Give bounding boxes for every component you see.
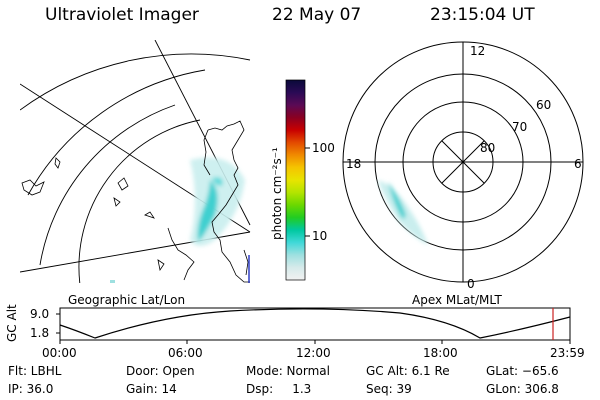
- meta-glon: GLon: 306.8: [486, 382, 559, 396]
- time-label: 23:15:04 UT: [430, 5, 535, 25]
- polar-diag: [441, 140, 485, 184]
- mlt-label-18: 18: [346, 157, 362, 171]
- colorbar-unit-label: photon cm⁻²s⁻¹: [270, 147, 284, 240]
- xtick-0600: 06:00: [168, 346, 203, 360]
- meta-glat: GLat: −65.6: [486, 364, 559, 378]
- mlat-label-60: 60: [536, 98, 552, 112]
- meta-seq: Seq: 39: [366, 382, 412, 396]
- lat-arc: [78, 119, 201, 283]
- date-label: 22 May 07: [272, 5, 362, 25]
- aurora-region: [190, 157, 245, 246]
- polar-aurora: [378, 180, 428, 245]
- meta-dsp: Dsp: 1.3: [246, 382, 312, 396]
- polar-plot: [342, 41, 584, 283]
- colorbar-fill: [286, 80, 305, 280]
- mlat-label-80: 80: [480, 141, 496, 155]
- mlt-label-0: 0: [467, 277, 475, 291]
- coastlines: [21, 120, 250, 283]
- lat-arc: [39, 104, 176, 266]
- xtick-2359: 23:59: [550, 346, 585, 360]
- mlt-label-12: 12: [470, 44, 486, 58]
- lat-arc: [27, 69, 206, 196]
- xtick-0000: 00:00: [42, 346, 77, 360]
- meta-door: Door: Open: [126, 364, 195, 378]
- geographic-caption: Geographic Lat/Lon: [68, 293, 186, 307]
- altitude-ytick-low: 1.8: [30, 326, 50, 340]
- meta-ip: IP: 36.0: [8, 382, 54, 396]
- altitude-ylabel: GC Alt: [5, 304, 19, 342]
- apex-caption: Apex MLat/MLT: [412, 293, 502, 307]
- xtick-1800: 18:00: [423, 346, 458, 360]
- altitude-plot: [56, 307, 571, 344]
- geographic-map: [20, 40, 251, 283]
- mlat-label-70: 70: [512, 120, 528, 134]
- meta-mode: Mode: Normal: [246, 364, 330, 378]
- colorbar-tick-10: 10: [312, 229, 328, 243]
- altitude-ytick-high: 9.0: [30, 307, 50, 321]
- colorbar: [285, 79, 310, 281]
- mlt-label-6: 6: [574, 157, 582, 171]
- meta-filter: Flt: LBHL: [8, 364, 62, 378]
- xtick-1200: 12:00: [296, 346, 331, 360]
- app-title: Ultraviolet Imager: [45, 5, 199, 25]
- aurora-speck: [110, 280, 115, 283]
- meta-gc-alt: GC Alt: 6.1 Re: [366, 364, 450, 378]
- altitude-curve: [59, 308, 571, 339]
- meta-gain: Gain: 14: [126, 382, 177, 396]
- lat-arc: [20, 53, 251, 111]
- colorbar-tick-100: 100: [312, 141, 335, 155]
